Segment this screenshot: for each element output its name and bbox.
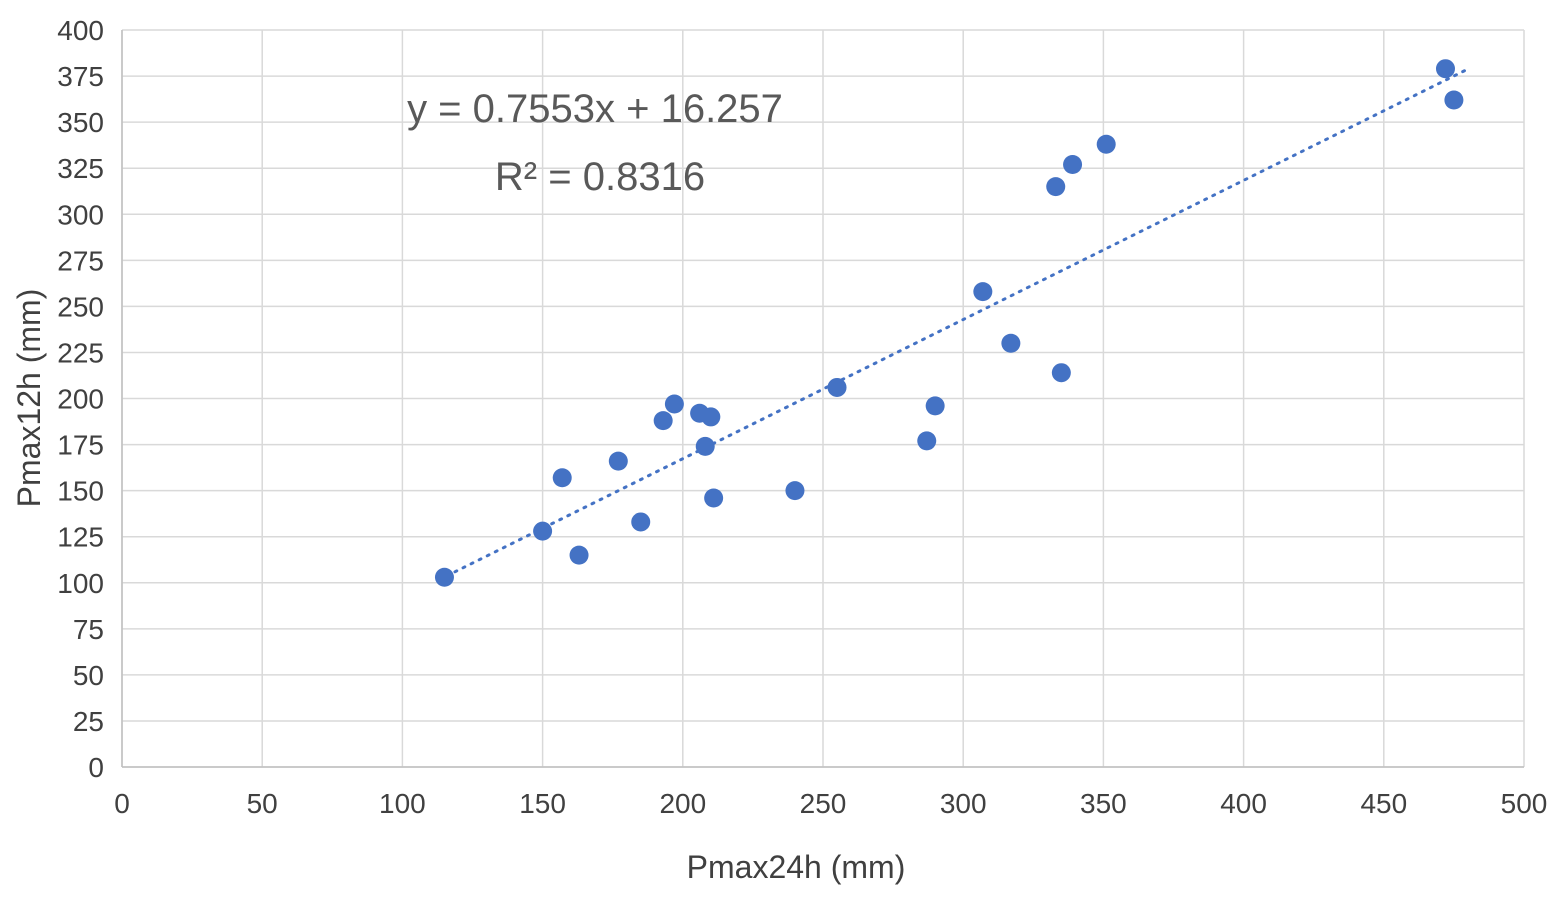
data-point: [917, 431, 937, 451]
data-point: [1444, 90, 1464, 110]
data-point: [925, 396, 945, 416]
data-point: [1001, 333, 1021, 353]
axes-layer: [121, 30, 1524, 768]
x-axis-tick-label: 250: [800, 788, 847, 819]
y-axis-tick-label: 25: [73, 706, 104, 737]
data-point: [664, 394, 684, 414]
y-axis-tick-label: 175: [57, 430, 104, 461]
data-points-layer: [434, 59, 1464, 587]
data-point: [434, 567, 454, 587]
x-axis-tick-label: 100: [379, 788, 426, 819]
y-axis-tick-label: 375: [57, 61, 104, 92]
data-point: [1051, 363, 1071, 383]
data-point: [608, 451, 628, 471]
data-point: [653, 411, 673, 431]
x-axis-tick-label: 350: [1080, 788, 1127, 819]
x-axis-title: Pmax24h (mm): [687, 849, 906, 885]
data-point: [631, 512, 651, 532]
y-axis-tick-label: 250: [57, 291, 104, 322]
x-axis-tick-label: 0: [114, 788, 130, 819]
x-axis-tick-label: 500: [1501, 788, 1548, 819]
tick-labels-layer: 0 50 100 150 200 250 300 350 400 450 500 0 25 50 75 100…: [57, 15, 1547, 819]
y-axis-tick-label: 75: [73, 614, 104, 645]
y-axis-tick-label: 225: [57, 337, 104, 368]
y-axis-tick-label: 100: [57, 568, 104, 599]
y-axis-tick-label: 350: [57, 107, 104, 138]
trendline-equation-label: y = 0.7553x + 16.257: [407, 87, 783, 131]
y-axis-title: Pmax12h (mm): [11, 289, 47, 508]
y-axis-tick-label: 200: [57, 384, 104, 415]
y-axis-tick-label: 0: [88, 752, 104, 783]
data-point: [569, 545, 589, 565]
x-axis-tick-label: 150: [519, 788, 566, 819]
y-axis-tick-label: 125: [57, 522, 104, 553]
data-point: [1096, 134, 1116, 154]
data-point: [827, 377, 847, 397]
data-point: [695, 436, 715, 456]
data-point: [785, 481, 805, 501]
y-axis-tick-label: 400: [57, 15, 104, 46]
data-point: [552, 468, 572, 488]
y-axis-tick-label: 275: [57, 245, 104, 276]
x-axis-tick-label: 200: [659, 788, 706, 819]
data-point: [973, 282, 993, 302]
gridlines-layer: [121, 29, 1525, 768]
trendline: [437, 68, 1467, 582]
x-axis-tick-label: 300: [940, 788, 987, 819]
y-axis-tick-label: 300: [57, 199, 104, 230]
x-axis-tick-label: 400: [1220, 788, 1267, 819]
data-point: [1063, 155, 1083, 175]
data-point: [704, 488, 724, 508]
x-axis-tick-label: 450: [1360, 788, 1407, 819]
data-point: [1046, 177, 1066, 197]
y-axis-tick-label: 325: [57, 153, 104, 184]
y-axis-tick-label: 50: [73, 660, 104, 691]
data-point: [701, 407, 721, 427]
data-point: [533, 521, 553, 541]
data-point: [1435, 59, 1455, 79]
x-axis-tick-label: 50: [247, 788, 278, 819]
trendline-layer: [437, 68, 1467, 582]
y-axis-tick-label: 150: [57, 476, 104, 507]
r-squared-label: R² = 0.8316: [495, 155, 705, 199]
